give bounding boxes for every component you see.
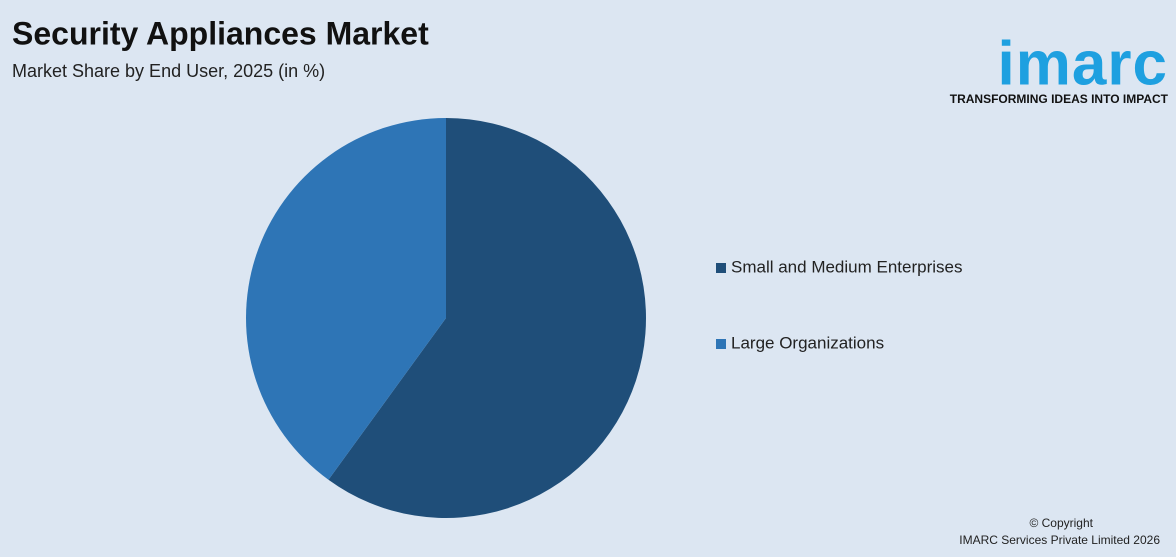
legend-swatch [716,263,726,273]
chart-subtitle: Market Share by End User, 2025 (in %) [12,61,325,81]
legend-label: Small and Medium Enterprises [731,257,962,276]
pie-slice [246,117,446,480]
legend-label: Large Organizations [731,333,884,352]
legend: Small and Medium Enterprises Large Organi… [716,257,962,352]
legend-swatch [716,339,726,349]
chart-title: Security Appliances Market [12,15,429,51]
copyright-company: IMARC Services Private Limited 2026 [959,533,1160,547]
copyright: © Copyright [1029,516,1093,530]
logo-tagline: TRANSFORMING IDEAS INTO IMPACT [950,92,1169,106]
logo: imarc [998,29,1168,98]
pie [246,117,646,519]
pie-slice [328,118,646,519]
